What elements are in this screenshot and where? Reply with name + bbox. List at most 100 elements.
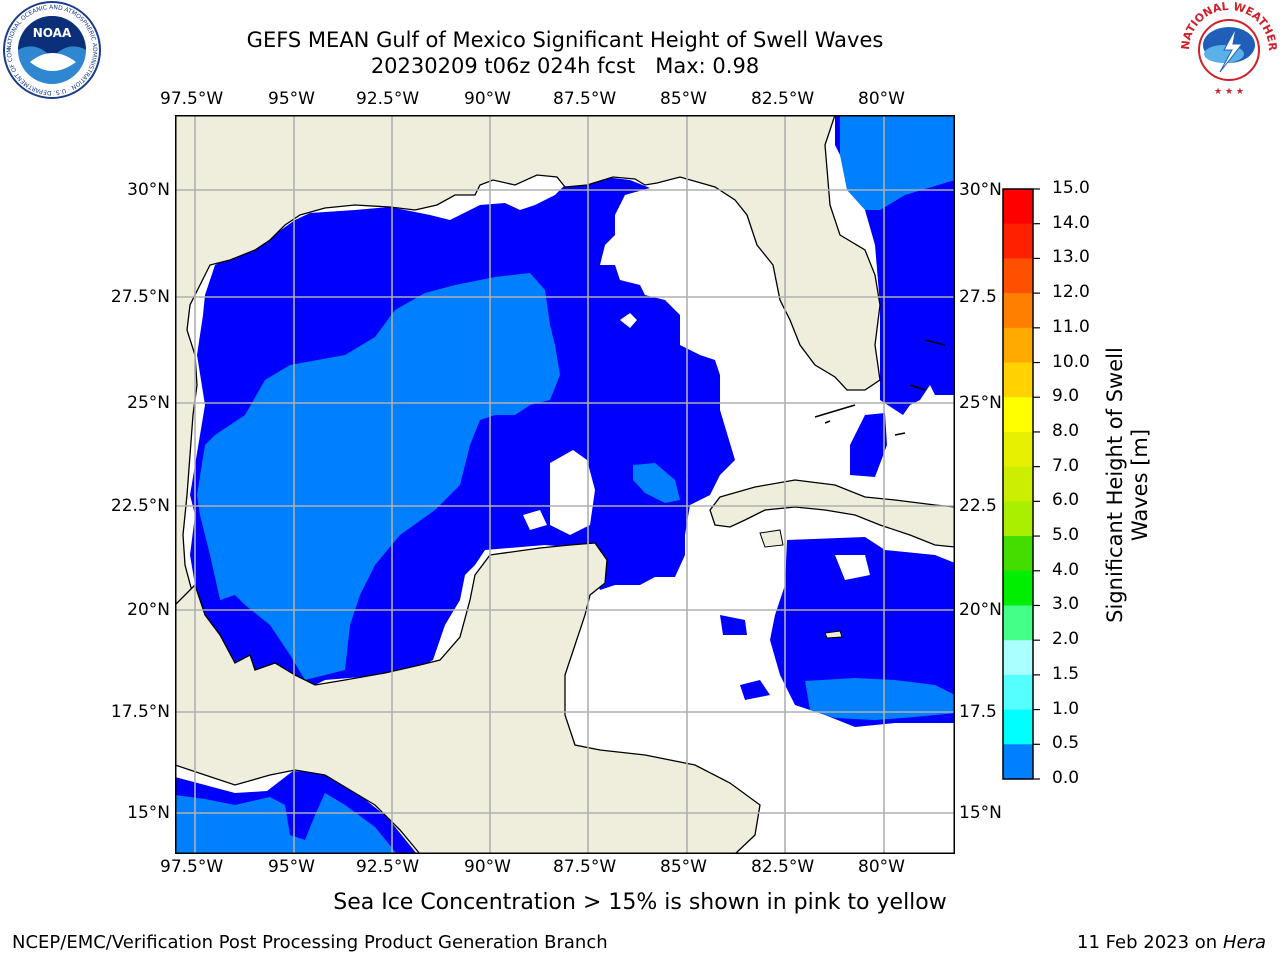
land-isla-juventud — [759, 529, 784, 548]
colorbar-swatch — [1003, 327, 1033, 364]
lon-label-bottom: 97.5°W — [160, 857, 224, 877]
colorbar-tick-label: 4.0 — [1052, 559, 1080, 580]
colorbar-tick-label: 1.0 — [1052, 698, 1080, 719]
lat-label-left: 15°N — [127, 803, 170, 823]
swell-0.5-1m-caribbean — [805, 678, 955, 720]
colorbar-swatch — [1003, 709, 1033, 745]
swell-0-0.5m-east-islands — [850, 413, 887, 477]
colorbar-tick-label: 14.0 — [1052, 212, 1090, 233]
colorbar-swatch — [1003, 431, 1033, 468]
colorbar-tick-label: 1.5 — [1052, 663, 1080, 684]
footer-date-text: 11 Feb 2023 on — [1077, 932, 1218, 953]
lon-label-bottom: 87.5°W — [553, 857, 617, 877]
graticule — [175, 115, 955, 854]
swell-0-0.5m-caribbean — [770, 537, 955, 727]
colorbar-swatch — [1003, 674, 1033, 711]
colorbar-swatch — [1003, 258, 1033, 294]
no-data-caribbean — [835, 555, 870, 580]
colorbar-label: Significant Height of Swell Waves [m] — [1103, 347, 1152, 623]
colorbar-tick-label: 5.0 — [1052, 525, 1080, 546]
lon-label-bottom: 90°W — [464, 857, 511, 877]
footer-date: 11 Feb 2023 on Hera — [1077, 932, 1266, 953]
lon-label-top: 85°W — [660, 89, 707, 109]
land-jamaica — [824, 630, 843, 639]
lon-label-top: 97.5°W — [160, 89, 224, 109]
colorbar-swatch — [1003, 536, 1033, 572]
colorbar-swatch — [1003, 293, 1033, 329]
lat-label-right: 20°N — [959, 600, 1002, 620]
colorbar-swatch — [1003, 640, 1033, 676]
swell-0-0.5m-caribbean-sw — [740, 680, 770, 700]
bahamas-islands — [894, 339, 946, 436]
land-mexico-central-america — [175, 542, 761, 854]
no-data-patch-2 — [523, 510, 547, 530]
colorbar-tick-label: 8.0 — [1052, 420, 1080, 441]
lon-label-bottom: 95°W — [268, 857, 315, 877]
no-data-patch — [550, 450, 595, 535]
colorbar-tick-label: 3.0 — [1052, 594, 1080, 615]
lon-label-bottom: 82.5°W — [751, 857, 815, 877]
noaa-logo: NATIONAL OCEANIC AND ATMOSPHERIC ADMINIS… — [0, 0, 102, 100]
colorbar-swatch — [1003, 362, 1033, 398]
lat-label-right: 22.5 — [959, 496, 997, 516]
noaa-wordmark: NOAA — [33, 26, 72, 40]
colorbar-swatch — [1003, 501, 1033, 537]
footer-machine: Hera — [1222, 932, 1266, 953]
map-frame — [175, 115, 955, 854]
lon-label-top: 87.5°W — [553, 89, 617, 109]
lon-label-top: 80°W — [858, 89, 905, 109]
forecast-run-label: 20230209 t06z 024h fcst — [370, 54, 636, 78]
lat-label-left: 22.5°N — [110, 496, 170, 516]
colorbar-tick-label: 15.0 — [1052, 178, 1090, 198]
colorbar-tick-label: 0.5 — [1052, 733, 1080, 754]
colorbar-tick-label: 7.0 — [1052, 455, 1080, 476]
lon-label-top: 92.5°W — [356, 89, 420, 109]
lat-label-right: 25°N — [959, 393, 1002, 413]
lon-label-bottom: 92.5°W — [356, 857, 420, 877]
colorbar-swatch — [1003, 397, 1033, 433]
colorbar-tick-label: 10.0 — [1052, 351, 1090, 372]
lon-label-top: 90°W — [464, 89, 511, 109]
colorbar-swatch — [1003, 223, 1033, 259]
lat-label-left: 17.5°N — [110, 702, 170, 722]
land-united-states — [175, 115, 881, 636]
no-data-patch-3 — [620, 313, 637, 328]
gulf-of-mexico-map — [175, 115, 955, 854]
forecast-subtitle: 20230209 t06z 024h fcst Max: 0.98 — [0, 53, 1130, 79]
colorbar-tick-label: 0.0 — [1052, 768, 1080, 788]
swell-0.5-1m-patch-center — [498, 378, 513, 387]
swell-0.5-1m-atlantic — [840, 115, 955, 210]
lon-label-bottom: 85°W — [660, 857, 707, 877]
chart-title: GEFS MEAN Gulf of Mexico Significant Hei… — [246, 28, 884, 52]
colorbar-swatch — [1003, 466, 1033, 502]
colorbar-swatch — [1003, 189, 1033, 225]
swell-0.5-1m-patch-east — [633, 463, 680, 503]
land-cuba — [709, 479, 955, 548]
colorbar-swatch — [1003, 605, 1033, 641]
lat-label-left: 25°N — [127, 393, 170, 413]
colorbar-tick-label: 2.0 — [1052, 629, 1080, 650]
lon-label-top: 95°W — [268, 89, 315, 109]
swell-0.5-1m-gulf — [197, 273, 560, 680]
lat-label-right: 17.5 — [959, 702, 997, 722]
max-value-label: Max: 0.98 — [655, 54, 760, 78]
lat-label-left: 20°N — [127, 600, 170, 620]
colorbar-tick-label: 6.0 — [1052, 490, 1080, 511]
colorbar-tick-label: 9.0 — [1052, 386, 1080, 407]
colorbar-tick-label: 11.0 — [1052, 316, 1090, 337]
lon-label-top: 82.5°W — [751, 89, 815, 109]
lat-label-right: 15°N — [959, 803, 1002, 823]
swell-0-0.5m-caribbean-west — [720, 615, 747, 635]
colorbar-swatch — [1003, 570, 1033, 606]
colorbar-swatch — [1003, 744, 1033, 780]
colorbar-tick-label: 12.0 — [1052, 282, 1090, 303]
lat-label-left: 30°N — [127, 180, 170, 200]
florida-keys — [814, 404, 856, 424]
lon-label-bottom: 80°W — [858, 857, 905, 877]
lat-label-left: 27.5°N — [110, 287, 170, 307]
colorbar-tick-label: 13.0 — [1052, 247, 1090, 268]
footer-branch: NCEP/EMC/Verification Post Processing Pr… — [12, 932, 608, 953]
colorbar — [1002, 188, 1040, 780]
nws-logo: NATIONAL WEATHER SERVICE ★ ★ ★ — [1174, 0, 1280, 100]
lat-label-right: 27.5 — [959, 287, 997, 307]
